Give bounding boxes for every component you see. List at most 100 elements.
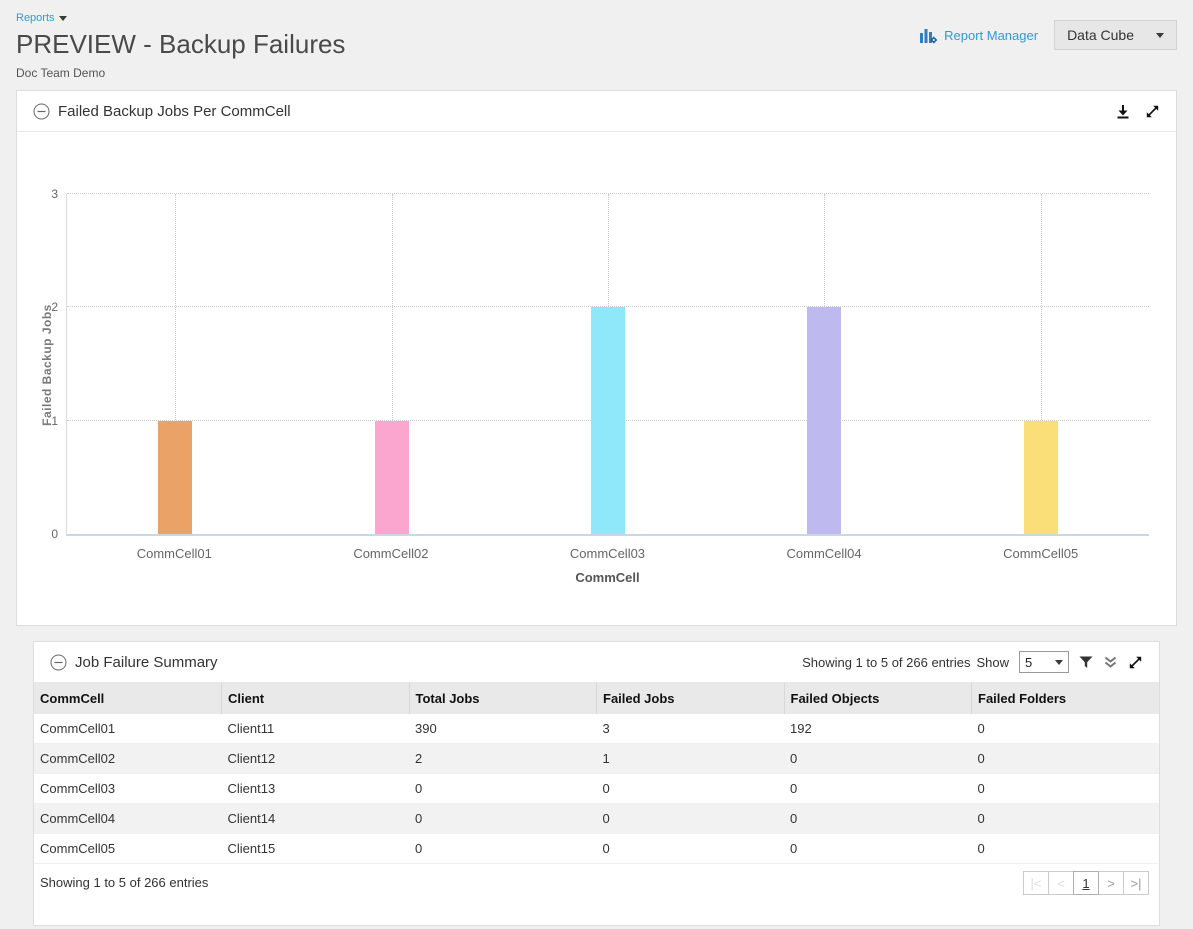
table-cell: 0 (602, 841, 610, 856)
chart-plot: 0 1 2 3 (51, 187, 1149, 541)
y-tick-label: 3 (51, 187, 58, 201)
download-icon[interactable] (1116, 104, 1130, 119)
table-footer: Showing 1 to 5 of 266 entries |< < 1 > >… (34, 864, 1159, 901)
table-cell: Client13 (227, 781, 276, 796)
table-cell: CommCell05 (40, 841, 116, 856)
report-manager-label: Report Manager (944, 27, 1039, 43)
table-cell: 1 (602, 751, 610, 766)
table-panel: Job Failure Summary Showing 1 to 5 of 26… (33, 641, 1160, 926)
chart-panel-title: Failed Backup Jobs Per CommCell (58, 102, 291, 120)
data-cube-label: Data Cube (1067, 27, 1134, 43)
table-cell: CommCell02 (40, 751, 116, 766)
data-cube-dropdown[interactable]: Data Cube (1054, 20, 1177, 50)
table-body: CommCell01 Client11 390 3 192 0 CommCell02 Clie… (34, 714, 1159, 864)
chart-panel-icons (1116, 104, 1160, 119)
table-cell: 3 (602, 721, 610, 736)
job-failure-table: CommCell Client Total Jobs Failed Jobs Faile… (34, 683, 1159, 864)
table-cell: 0 (977, 721, 985, 736)
table-cell: Client15 (227, 841, 276, 856)
table-header-row: CommCell Client Total Jobs Failed Jobs Faile… (34, 683, 1159, 714)
expand-icon[interactable] (1145, 104, 1160, 119)
collapse-all-double-chevron-icon[interactable] (1103, 656, 1118, 669)
collapse-circle-minus-icon[interactable] (33, 103, 50, 120)
table-cell: CommCell04 (40, 811, 116, 826)
expand-icon[interactable] (1128, 655, 1143, 670)
breadcrumb-label: Reports (16, 12, 55, 24)
table-cell: 0 (602, 811, 610, 826)
table-cell: 0 (790, 781, 798, 796)
table-row[interactable]: CommCell05 Client15 0 0 0 0 (34, 833, 1159, 864)
column-header[interactable]: Failed Folders (971, 683, 1159, 714)
show-label: Show (976, 654, 1009, 670)
page-header: Reports PREVIEW - Backup Failures Doc Te… (0, 0, 1193, 90)
report-manager-link[interactable]: Report Manager (920, 27, 1038, 44)
pager-last-button[interactable]: >| (1123, 871, 1149, 895)
y-tick-label: 0 (51, 527, 58, 541)
table-cell: 0 (415, 841, 423, 856)
table-cell: 2 (415, 751, 423, 766)
y-tick-label: 2 (51, 300, 58, 315)
bar-CommCell05[interactable] (1023, 420, 1058, 534)
y-tick-label: 1 (51, 413, 58, 428)
pager-prev-button[interactable]: < (1048, 871, 1074, 895)
gridline-x (1040, 194, 1042, 534)
chart-panel: Failed Backup Jobs Per CommCell Failed B… (16, 90, 1177, 626)
table-panel-header: Job Failure Summary Showing 1 to 5 of 26… (34, 642, 1159, 683)
showing-entries-text: Showing 1 to 5 of 266 entries (802, 654, 971, 670)
chart-panel-header: Failed Backup Jobs Per CommCell (17, 91, 1176, 132)
table-cell: Client11 (227, 721, 275, 736)
table-row[interactable]: CommCell03 Client13 0 0 0 0 (34, 773, 1159, 804)
table-row[interactable]: CommCell01 Client11 390 3 192 0 (34, 714, 1159, 744)
table-cell: Client12 (227, 751, 276, 766)
page-size-select[interactable]: 5 (1019, 651, 1069, 673)
x-tick-label: CommCell04 (786, 546, 862, 561)
table-cell: CommCell01 (40, 721, 116, 736)
table-cell: 0 (602, 781, 610, 796)
bar-chart-gear-icon (920, 27, 938, 44)
table-row[interactable]: CommCell02 Client12 2 1 0 0 (34, 743, 1159, 774)
column-header[interactable]: Failed Objects (783, 683, 972, 714)
table-cell: 390 (415, 721, 437, 736)
bar-CommCell04[interactable] (807, 307, 842, 534)
column-header[interactable]: Total Jobs (408, 683, 597, 714)
table-cell: 0 (977, 781, 985, 796)
pagination: |< < 1 > >| (1023, 871, 1149, 895)
table-cell: 0 (977, 841, 985, 856)
x-labels: CommCell01 CommCell02 CommCell03 CommCell04… (66, 546, 1149, 561)
table-cell: 0 (790, 751, 798, 766)
x-tick-label: CommCell05 (1003, 546, 1079, 561)
table-row[interactable]: CommCell04 Client14 0 0 0 0 (34, 803, 1159, 834)
table-cell: 0 (415, 781, 423, 796)
breadcrumb[interactable]: Reports (16, 12, 67, 24)
column-header[interactable]: Client (221, 683, 409, 714)
page-subtitle: Doc Team Demo (16, 66, 106, 80)
y-axis-title: Failed Backup Jobs (40, 304, 54, 426)
gridline-x (391, 194, 393, 534)
x-tick-label: CommCell02 (353, 546, 429, 561)
table-cell: Client14 (227, 811, 276, 826)
pager-next-button[interactable]: > (1098, 871, 1124, 895)
footer-showing-text: Showing 1 to 5 of 266 entries (40, 875, 209, 890)
table-cell: CommCell03 (40, 781, 116, 796)
bar-CommCell01[interactable] (158, 420, 193, 534)
table-panel-title: Job Failure Summary (75, 653, 218, 671)
page-size-caret-icon (1055, 659, 1063, 665)
pager-current-page[interactable]: 1 (1073, 871, 1099, 895)
filter-icon[interactable] (1079, 656, 1093, 669)
bar-CommCell03[interactable] (591, 307, 625, 534)
data-cube-caret-icon (1156, 32, 1164, 38)
table-cell: 0 (977, 811, 985, 826)
bar-CommCell02[interactable] (374, 420, 409, 534)
table-controls: Showing 1 to 5 of 266 entries Show 5 (802, 651, 1143, 673)
collapse-circle-minus-icon[interactable] (50, 654, 67, 671)
table-cell: 0 (977, 751, 985, 766)
page-title: PREVIEW - Backup Failures (16, 29, 346, 59)
chart-body: Failed Backup Jobs 0 1 2 3 CommCell01 CommCe… (17, 132, 1176, 625)
pager-first-button[interactable]: |< (1023, 871, 1049, 895)
gridline-x (175, 194, 177, 534)
table-cell: 192 (790, 721, 812, 736)
x-axis-title: CommCell (575, 570, 640, 585)
column-header[interactable]: CommCell (34, 683, 222, 714)
column-header[interactable]: Failed Jobs (596, 683, 784, 714)
gridline-y-3 (67, 193, 1149, 194)
